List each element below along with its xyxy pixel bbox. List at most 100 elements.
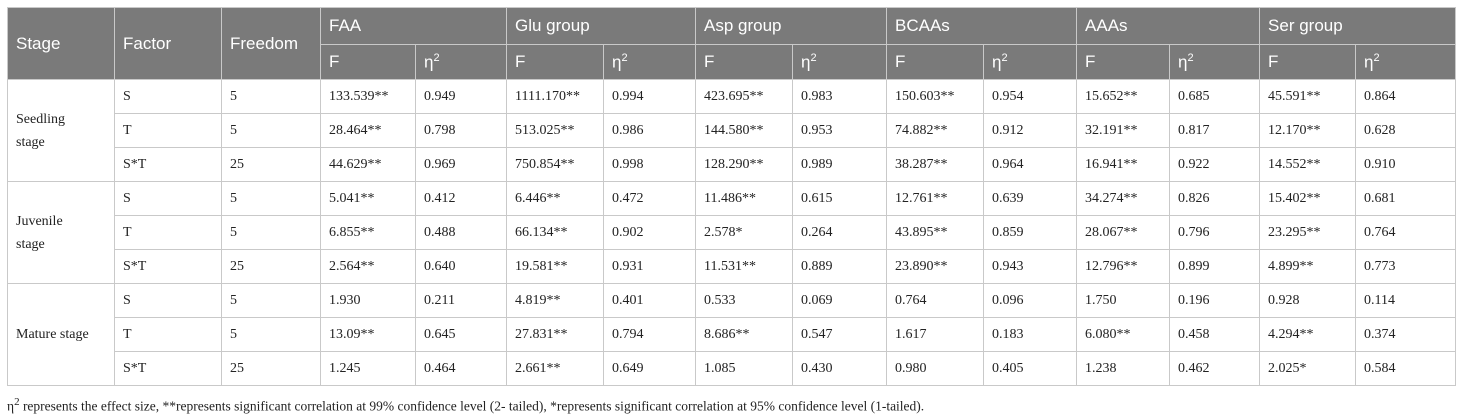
eta-value-cell: 0.401 (602, 283, 697, 318)
f-value-cell: 23.295** (1259, 215, 1357, 250)
eta-value-cell: 0.953 (792, 113, 888, 148)
f-value-cell: 1.085 (695, 351, 794, 386)
header-group-ser: Ser group (1259, 7, 1457, 45)
subheader-eta-symbol: η (1178, 52, 1188, 72)
eta-value-cell: 0.859 (983, 215, 1078, 250)
subheader-eta: η2 (983, 44, 1078, 80)
eta-value-cell: 0.196 (1169, 283, 1261, 318)
f-value-cell: 150.603** (886, 79, 985, 114)
eta-value-cell: 0.902 (602, 215, 697, 250)
eta-value-cell: 0.458 (1169, 317, 1261, 352)
eta-value-cell: 0.922 (1169, 147, 1261, 182)
subheader-eta-symbol: η (612, 52, 622, 72)
stage-cell: Seedling stage (7, 79, 115, 182)
eta-value-cell: 0.264 (792, 215, 888, 250)
header-group-faa: FAA (320, 7, 507, 45)
factor-cell: S (114, 79, 222, 114)
factor-cell: S*T (114, 249, 222, 284)
f-value-cell: 6.080** (1076, 317, 1171, 352)
eta-value-cell: 0.430 (792, 351, 888, 386)
eta-value-cell: 0.374 (1355, 317, 1457, 352)
eta-value-cell: 0.764 (1355, 215, 1457, 250)
eta-value-cell: 0.817 (1169, 113, 1261, 148)
f-value-cell: 11.531** (695, 249, 794, 284)
f-value-cell: 23.890** (886, 249, 985, 284)
f-value-cell: 513.025** (506, 113, 604, 148)
eta-value-cell: 0.899 (1169, 249, 1261, 284)
f-value-cell: 66.134** (506, 215, 604, 250)
f-value-cell: 0.928 (1259, 283, 1357, 318)
f-value-cell: 15.652** (1076, 79, 1171, 114)
f-value-cell: 128.290** (695, 147, 794, 182)
eta-value-cell: 0.211 (415, 283, 507, 318)
f-value-cell: 0.533 (695, 283, 794, 318)
subheader-eta-symbol: η (801, 52, 811, 72)
eta-value-cell: 0.949 (415, 79, 507, 114)
eta-value-cell: 0.462 (1169, 351, 1261, 386)
f-value-cell: 1.930 (320, 283, 416, 318)
table-header: Stage Factor Freedom FAA Glu group Asp g… (7, 7, 1457, 80)
eta-value-cell: 0.864 (1355, 79, 1457, 114)
f-value-cell: 750.854** (506, 147, 604, 182)
f-value-cell: 19.581** (506, 249, 604, 284)
eta-value-cell: 0.584 (1355, 351, 1457, 386)
eta-value-cell: 0.488 (415, 215, 507, 250)
table-row: S*T 25 2.564** 0.640 19.581** 0.931 11.531** 0.… (8, 249, 1457, 284)
stage-cell: Juvenile stage (7, 181, 115, 284)
freedom-cell: 25 (221, 351, 321, 386)
f-value-cell: 2.578* (695, 215, 794, 250)
subheader-f: F (1076, 44, 1171, 80)
subheader-eta-sup: 2 (433, 51, 440, 64)
f-value-cell: 38.287** (886, 147, 985, 182)
stage-cell: Mature stage (7, 283, 115, 386)
f-value-cell: 0.980 (886, 351, 985, 386)
eta-value-cell: 0.615 (792, 181, 888, 216)
f-value-cell: 133.539** (320, 79, 416, 114)
subheader-f: F (1259, 44, 1357, 80)
freedom-cell: 5 (221, 113, 321, 148)
f-value-cell: 32.191** (1076, 113, 1171, 148)
eta-value-cell: 0.649 (602, 351, 697, 386)
factor-cell: S (114, 181, 222, 216)
footnote: η2 represents the effect size, **represe… (7, 396, 924, 415)
header-group-aaas: AAAs (1076, 7, 1261, 45)
eta-value-cell: 0.989 (792, 147, 888, 182)
subheader-eta: η2 (1355, 44, 1457, 80)
f-value-cell: 16.941** (1076, 147, 1171, 182)
header-stage: Stage (7, 7, 115, 80)
eta-value-cell: 0.998 (602, 147, 697, 182)
eta-value-cell: 0.464 (415, 351, 507, 386)
f-value-cell: 44.629** (320, 147, 416, 182)
f-value-cell: 12.796** (1076, 249, 1171, 284)
header-group-asp: Asp group (695, 7, 888, 45)
f-value-cell: 2.025* (1259, 351, 1357, 386)
factor-cell: S (114, 283, 222, 318)
eta-value-cell: 0.986 (602, 113, 697, 148)
freedom-cell: 25 (221, 249, 321, 284)
f-value-cell: 423.695** (695, 79, 794, 114)
footnote-eta-sup: 2 (14, 396, 20, 408)
eta-value-cell: 0.645 (415, 317, 507, 352)
subheader-eta-symbol: η (424, 52, 434, 72)
subheader-f: F (320, 44, 416, 80)
eta-value-cell: 0.983 (792, 79, 888, 114)
f-value-cell: 5.041** (320, 181, 416, 216)
eta-value-cell: 0.685 (1169, 79, 1261, 114)
freedom-cell: 5 (221, 317, 321, 352)
f-value-cell: 27.831** (506, 317, 604, 352)
eta-value-cell: 0.796 (1169, 215, 1261, 250)
eta-value-cell: 0.954 (983, 79, 1078, 114)
eta-value-cell: 0.183 (983, 317, 1078, 352)
subheader-eta-sup: 2 (1187, 51, 1194, 64)
freedom-cell: 5 (221, 79, 321, 114)
eta-value-cell: 0.681 (1355, 181, 1457, 216)
eta-value-cell: 0.794 (602, 317, 697, 352)
f-value-cell: 1.245 (320, 351, 416, 386)
subheader-eta-symbol: η (992, 52, 1002, 72)
factor-cell: T (114, 215, 222, 250)
f-value-cell: 34.274** (1076, 181, 1171, 216)
eta-value-cell: 0.096 (983, 283, 1078, 318)
subheader-eta-symbol: η (1364, 52, 1374, 72)
f-value-cell: 8.686** (695, 317, 794, 352)
